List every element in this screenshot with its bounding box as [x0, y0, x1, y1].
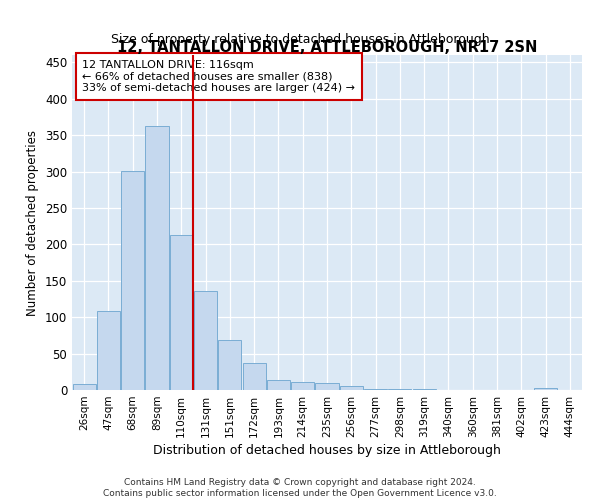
Y-axis label: Number of detached properties: Number of detached properties: [26, 130, 40, 316]
Bar: [73, 384, 95, 390]
Bar: [316, 384, 338, 390]
Text: 12 TANTALLON DRIVE: 116sqm
← 66% of detached houses are smaller (838)
33% of sem: 12 TANTALLON DRIVE: 116sqm ← 66% of deta…: [82, 60, 355, 93]
Title: 12, TANTALLON DRIVE, ATTLEBOROUGH, NR17 2SN: 12, TANTALLON DRIVE, ATTLEBOROUGH, NR17 …: [117, 40, 537, 55]
Bar: [194, 291, 217, 390]
Bar: [97, 312, 120, 390]
Bar: [364, 388, 387, 390]
Bar: [170, 235, 193, 390]
Bar: [267, 380, 290, 390]
Bar: [340, 386, 363, 390]
Bar: [145, 126, 169, 390]
Bar: [534, 388, 557, 390]
Bar: [121, 171, 144, 390]
Text: Size of property relative to detached houses in Attleborough: Size of property relative to detached ho…: [110, 32, 490, 46]
X-axis label: Distribution of detached houses by size in Attleborough: Distribution of detached houses by size …: [153, 444, 501, 457]
Bar: [218, 340, 241, 390]
Text: Contains HM Land Registry data © Crown copyright and database right 2024.
Contai: Contains HM Land Registry data © Crown c…: [103, 478, 497, 498]
Bar: [242, 363, 266, 390]
Bar: [291, 382, 314, 390]
